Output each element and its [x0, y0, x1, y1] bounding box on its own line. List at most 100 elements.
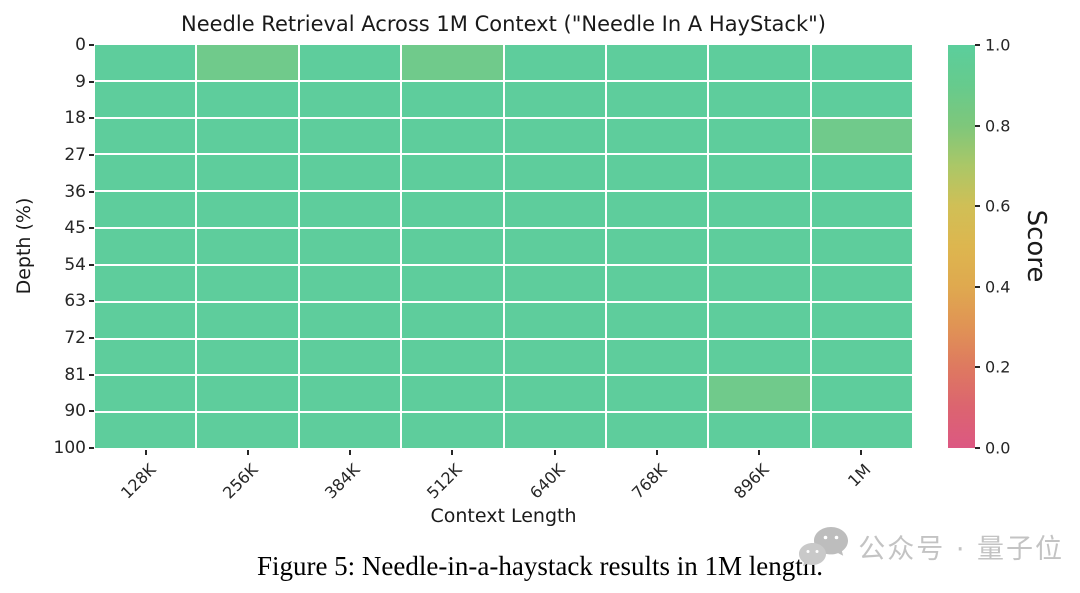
colorbar-tick-label: 1.0	[985, 35, 1011, 55]
heatmap-cell	[299, 229, 401, 264]
heatmap-cell	[402, 265, 503, 301]
x-axis-ticks: 128K 256K 384K 512K 640K 768K 896K 1M	[95, 448, 912, 518]
y-tick-label: 27	[64, 144, 86, 165]
heatmap-cell	[504, 192, 605, 228]
heatmap-cell	[811, 413, 912, 448]
heatmap-cell	[811, 192, 912, 228]
heatmap-cell	[299, 192, 401, 228]
heatmap-cell	[709, 413, 810, 448]
colorbar-tick-mark	[975, 44, 980, 46]
y-tick-label: 90	[64, 401, 86, 422]
x-axis-label: Context Length	[430, 505, 577, 527]
heatmap-cell	[402, 118, 503, 154]
heatmap-cell	[402, 192, 503, 228]
heatmap-cell	[197, 265, 298, 301]
y-tick-label: 45	[64, 218, 86, 239]
heatmap-cell	[606, 155, 708, 191]
heatmap-cell	[402, 229, 503, 264]
heatmap-cell	[606, 265, 708, 301]
heatmap-cell	[197, 192, 298, 228]
heatmap-cell	[811, 376, 912, 412]
watermark-text: 公众号 · 量子位	[858, 533, 1064, 565]
heatmap-cell	[504, 229, 605, 264]
heatmap-cell	[299, 376, 401, 412]
heatmap-cell	[709, 192, 810, 228]
heatmap-cell	[197, 376, 298, 412]
heatmap-cell	[197, 302, 298, 338]
heatmap-cell	[197, 339, 298, 375]
heatmap-cell	[504, 376, 605, 412]
x-tick-mark	[655, 450, 658, 455]
heatmap-cell	[299, 45, 401, 80]
heatmap-cell	[95, 81, 196, 117]
heatmap-cell	[606, 192, 708, 228]
x-tick-label: 128K	[117, 460, 160, 503]
heatmap-cell	[95, 155, 196, 191]
watermark: 公众号 · 量子位	[798, 525, 1064, 567]
x-tick-label: 384K	[321, 460, 364, 503]
heatmap-cell	[197, 229, 298, 264]
y-tick-mark	[89, 117, 94, 120]
heatmap-cell	[811, 118, 912, 154]
heatmap-cell	[811, 45, 912, 80]
heatmap-cell	[402, 155, 503, 191]
heatmap-cell	[95, 229, 196, 264]
heatmap-cell	[606, 302, 708, 338]
colorbar-tick-label: 0.8	[985, 116, 1011, 136]
heatmap-cell	[504, 302, 605, 338]
heatmap-cell	[709, 376, 810, 412]
heatmap-cell	[709, 302, 810, 338]
heatmap-cell	[606, 339, 708, 375]
x-tick-mark	[247, 450, 250, 455]
heatmap-cell	[95, 413, 196, 448]
heatmap-cell	[95, 192, 196, 228]
x-tick-label: 896K	[729, 460, 773, 503]
heatmap-cell	[197, 118, 298, 154]
heatmap-cell	[504, 155, 605, 191]
y-tick-mark	[89, 447, 94, 449]
x-tick-label: 640K	[525, 460, 568, 503]
x-tick-label: 768K	[627, 460, 671, 503]
figure-caption: Figure 5: Needle-in-a-haystack results i…	[256, 551, 824, 581]
heatmap-cell	[811, 339, 912, 375]
heatmap-cell	[606, 45, 708, 80]
heatmap-cell	[709, 339, 810, 375]
y-tick-mark	[89, 373, 94, 376]
colorbar-tick-mark	[975, 285, 980, 288]
heatmap-cell	[811, 265, 912, 301]
heatmap-cell	[504, 413, 605, 448]
y-tick-label: 81	[64, 364, 86, 385]
heatmap-cell	[811, 155, 912, 191]
heatmap-cell	[504, 339, 605, 375]
heatmap-cell	[606, 118, 708, 154]
y-tick-mark	[89, 410, 94, 413]
x-tick-mark	[553, 450, 556, 455]
colorbar-ticks: 1.0 0.8 0.6 0.4 0.2 0.0	[975, 36, 1035, 458]
colorbar-tick-label: 0.2	[985, 357, 1011, 377]
heatmap-cell	[95, 302, 196, 338]
y-tick-mark	[89, 300, 94, 303]
y-axis-ticks: 0 9 18 27 36 45 54 63 72 81 90 100	[0, 35, 86, 458]
y-tick-label: 36	[64, 181, 86, 202]
y-tick-label: 100	[53, 438, 86, 458]
colorbar-tick-mark	[975, 447, 980, 449]
x-tick-label: 256K	[219, 460, 262, 503]
heatmap-cell	[299, 413, 401, 448]
colorbar-label: Score	[1021, 209, 1051, 283]
colorbar-gradient	[948, 45, 975, 448]
heatmap-cell	[606, 229, 708, 264]
heatmap-cell	[197, 45, 298, 80]
x-tick-mark	[145, 450, 148, 455]
heatmap-cell	[504, 118, 605, 154]
heatmap-cell	[811, 302, 912, 338]
heatmap-cell	[197, 413, 298, 448]
heatmap-cell	[811, 229, 912, 264]
y-tick-mark	[89, 80, 94, 83]
y-tick-mark	[89, 227, 94, 230]
x-tick-label: 512K	[423, 460, 466, 503]
x-tick-mark	[757, 450, 760, 455]
y-tick-label: 18	[64, 108, 86, 129]
heatmap-cell	[504, 81, 605, 117]
heatmap-cell	[299, 155, 401, 191]
heatmap-cell	[709, 229, 810, 264]
